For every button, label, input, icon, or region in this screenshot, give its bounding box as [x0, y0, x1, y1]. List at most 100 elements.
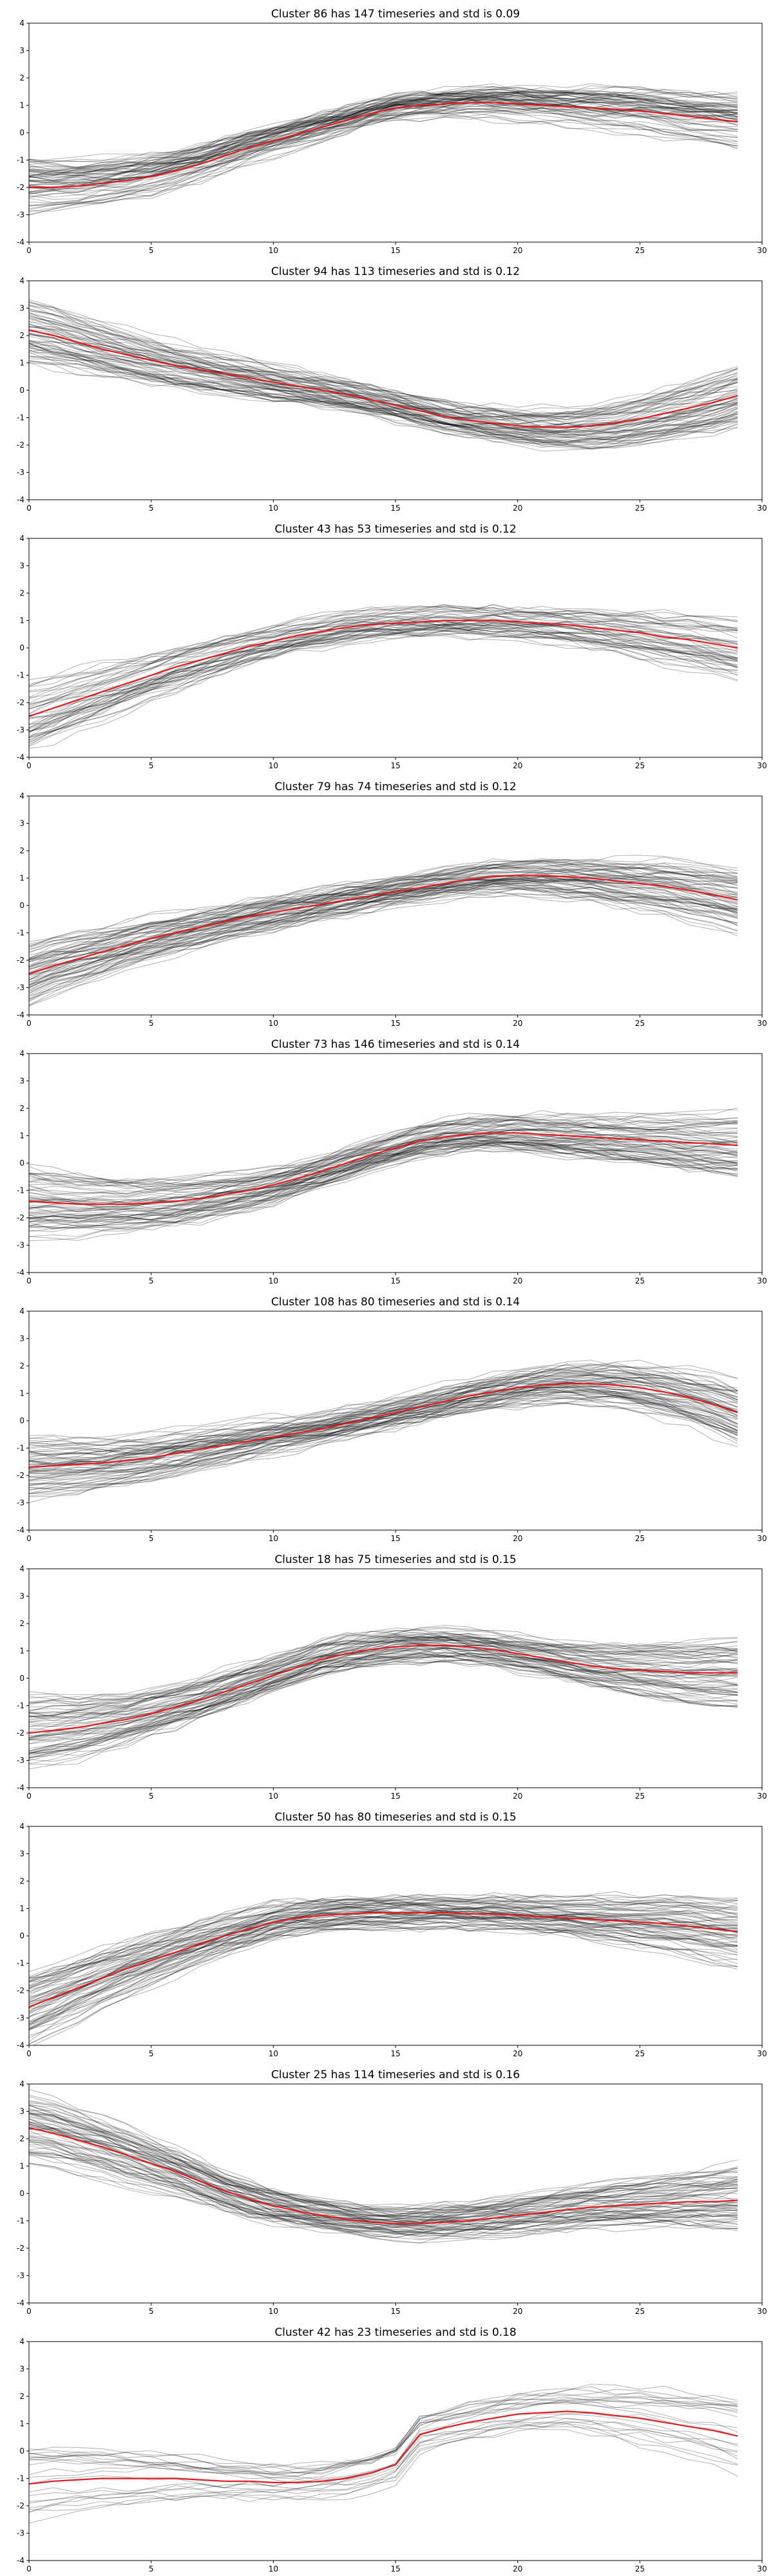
member-series-line [29, 863, 738, 948]
member-series-line [29, 1377, 738, 1467]
member-series-line [29, 1633, 738, 1723]
member-series-line [29, 867, 738, 966]
member-series-line [29, 880, 738, 1002]
member-series-line [29, 1396, 738, 1486]
member-series-line [29, 1121, 738, 1205]
member-series-line [29, 98, 738, 187]
member-series-line [29, 2094, 738, 2210]
y-tick-label: 1 [19, 359, 24, 368]
member-series-line [29, 88, 738, 177]
member-series-line [29, 1625, 738, 1705]
y-tick-label: 1 [19, 874, 24, 883]
member-series-line [29, 1922, 738, 2045]
cluster-center-line [29, 1383, 738, 1468]
y-tick-label: -2 [17, 183, 24, 192]
member-series-line [29, 1390, 738, 1475]
member-series-line [29, 620, 738, 732]
member-series-line [29, 620, 738, 734]
y-tick-label: -4 [17, 1010, 24, 1019]
chart-title: Cluster 25 has 114 timeseries and std is… [271, 2069, 520, 2081]
member-series-line [29, 2152, 738, 2239]
member-series-line [29, 2105, 738, 2219]
y-tick-label: -4 [17, 238, 24, 247]
member-series-line [29, 361, 738, 442]
member-series-line [29, 1137, 738, 1210]
member-series-line [29, 2139, 738, 2235]
member-series-line [29, 890, 738, 994]
x-tick-label: 25 [635, 2049, 645, 2058]
x-tick-label: 25 [635, 504, 645, 513]
y-tick-label: 1 [19, 1647, 24, 1656]
member-series-line [29, 1137, 738, 1217]
y-tick-label: -1 [17, 1701, 24, 1710]
member-series-line [29, 1926, 738, 2045]
member-series-line [29, 312, 738, 421]
member-series-line [29, 85, 738, 174]
member-series-line [29, 1368, 738, 1449]
y-tick-label: 4 [19, 19, 24, 28]
member-series-line [29, 1388, 738, 1479]
member-series-line [29, 627, 738, 736]
member-series-line [29, 2113, 738, 2216]
member-series-line [29, 343, 738, 442]
member-series-line [29, 2396, 738, 2476]
member-series-line [29, 1913, 738, 2026]
member-series-line [29, 604, 738, 699]
cluster-center-line [29, 1911, 738, 2008]
member-series-line [29, 866, 738, 954]
member-series-line [29, 1146, 738, 1232]
y-tick-label: 1 [19, 2162, 24, 2171]
y-tick-label: 3 [19, 1850, 24, 1859]
member-series-line [29, 2128, 738, 2228]
member-series-line [29, 117, 738, 212]
member-series-line [29, 2118, 738, 2223]
y-tick-label: -4 [17, 2041, 24, 2050]
y-tick-label: 2 [19, 1877, 24, 1886]
member-series-line [29, 864, 738, 946]
y-tick-label: 0 [19, 1931, 24, 1940]
member-series-line [29, 1135, 738, 1228]
member-series-line [29, 1133, 738, 1206]
x-tick-label: 20 [513, 1276, 522, 1285]
member-series-line [29, 1911, 738, 2022]
member-series-line [29, 332, 738, 424]
series-group [29, 1625, 738, 1770]
member-series-line [29, 1903, 738, 2003]
member-series-line [29, 1656, 738, 1756]
member-series-line [29, 83, 738, 165]
member-series-line [29, 2421, 738, 2496]
member-series-line [29, 1359, 738, 1439]
member-series-line [32, 1924, 738, 2045]
member-series-line [29, 884, 738, 981]
member-series-line [29, 626, 738, 725]
y-tick-label: 3 [19, 1592, 24, 1601]
x-tick-label: 20 [513, 2049, 522, 2058]
y-tick-label: -1 [17, 2474, 24, 2483]
x-tick-label: 0 [26, 2049, 32, 2058]
member-series-line [29, 1135, 738, 1216]
member-series-line [29, 1133, 738, 1212]
member-series-line [29, 605, 738, 685]
x-tick-label: 0 [26, 246, 32, 255]
member-series-line [29, 2113, 738, 2217]
member-series-line [29, 860, 738, 960]
member-series-line [29, 617, 738, 717]
y-tick-label: 2 [19, 1619, 24, 1628]
member-series-line [29, 1892, 738, 1986]
y-tick-label: 0 [19, 2447, 24, 2456]
member-series-line [29, 1373, 738, 1452]
y-tick-label: 3 [19, 562, 24, 571]
member-series-line [29, 1364, 738, 1445]
member-series-line [29, 1399, 738, 1494]
y-tick-label: 1 [19, 1132, 24, 1141]
member-series-line [29, 99, 738, 182]
member-series-line [29, 308, 738, 418]
member-series-line [29, 363, 738, 444]
x-tick-label: 20 [513, 761, 522, 770]
member-series-line [29, 1381, 738, 1473]
member-series-line [29, 1906, 738, 1998]
member-series-line [29, 1139, 738, 1222]
member-series-line [29, 95, 738, 183]
member-series-line [29, 1903, 738, 1998]
member-series-line [29, 1139, 738, 1220]
